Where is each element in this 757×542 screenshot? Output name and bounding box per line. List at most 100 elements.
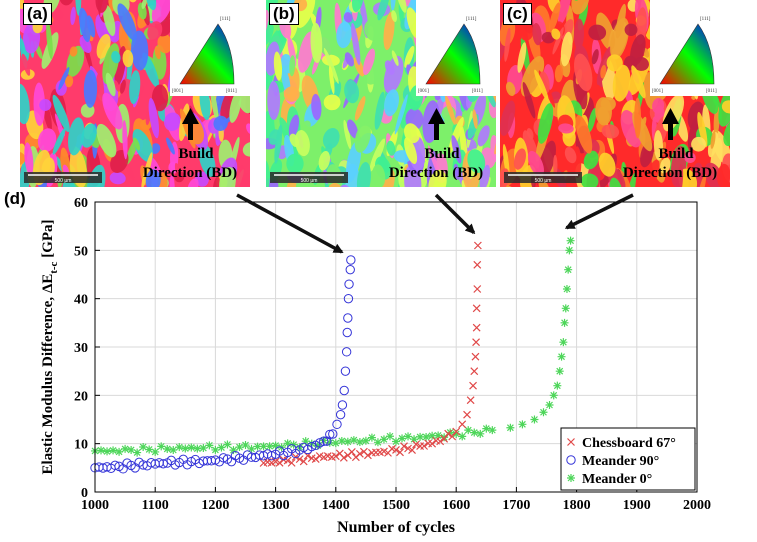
- grain: [538, 175, 552, 187]
- grain: [20, 46, 23, 65]
- ipf-label-011: [011]: [226, 89, 237, 94]
- grain: [111, 50, 121, 64]
- build-arrow-shaft: [188, 122, 193, 140]
- grain: [390, 0, 396, 11]
- grain: [122, 119, 128, 160]
- grain: [380, 169, 395, 187]
- panel-label-d: (d): [4, 189, 26, 208]
- grain: [21, 53, 31, 76]
- data-point: [139, 442, 148, 451]
- grain: [46, 21, 53, 60]
- grain: [477, 125, 490, 147]
- data-point: [341, 347, 352, 357]
- data-point: [566, 455, 576, 465]
- grain: [609, 177, 623, 187]
- grain: [351, 22, 361, 66]
- data-point: [340, 366, 351, 376]
- grain: [697, 174, 707, 187]
- data-point: [115, 447, 124, 456]
- build-direction-arrow-icon: [428, 108, 445, 124]
- grain: [56, 156, 63, 172]
- grain: [354, 122, 371, 153]
- grain: [169, 175, 175, 187]
- ipf-triangle: [425, 23, 481, 85]
- data-point: [473, 285, 482, 293]
- grain: [653, 130, 664, 161]
- data-point: [561, 304, 570, 313]
- grain: [151, 0, 174, 25]
- grain: [242, 141, 250, 157]
- y-tick-label: 60: [74, 196, 88, 211]
- grain: [283, 86, 300, 102]
- grain: [332, 46, 339, 58]
- annotation-arrow: [236, 193, 344, 254]
- grain: [451, 135, 462, 164]
- grain: [102, 92, 123, 130]
- grain: [234, 165, 246, 187]
- grain: [587, 108, 597, 133]
- data-point: [291, 453, 300, 461]
- data-point: [163, 444, 172, 453]
- grain: [479, 164, 491, 187]
- data-point: [470, 367, 479, 376]
- data-point: [339, 453, 348, 462]
- grain: [83, 69, 98, 108]
- data-point: [271, 441, 280, 450]
- data-point: [319, 436, 329, 446]
- annotation-arrow: [564, 193, 634, 230]
- grain: [364, 19, 382, 41]
- grain: [691, 136, 706, 152]
- data-point: [452, 430, 461, 438]
- data-point: [567, 438, 575, 446]
- grain: [266, 0, 279, 24]
- grain: [102, 3, 116, 36]
- data-point: [463, 410, 471, 419]
- x-tick-label: 1300: [262, 498, 290, 513]
- grain: [318, 150, 331, 171]
- data-point: [169, 445, 178, 454]
- ipf-label-111: [111]: [220, 17, 231, 22]
- data-point: [562, 285, 571, 293]
- y-tick-label: 0: [81, 486, 88, 501]
- panel-label-a: (a): [23, 3, 52, 25]
- x-tick-label: 1800: [563, 498, 591, 513]
- grain: [311, 93, 322, 121]
- data-point: [404, 444, 412, 453]
- grain: [129, 70, 141, 105]
- grain: [39, 98, 52, 111]
- data-point: [157, 442, 166, 451]
- grain: [551, 28, 561, 40]
- grain: [552, 27, 564, 55]
- ebsd-map-c: [111] [001] [011] Build Direction (BD) 500 μm: [500, 0, 730, 187]
- grain: [384, 89, 399, 117]
- data-point: [392, 437, 400, 446]
- ipf-label-001: [001]: [172, 89, 183, 94]
- grain: [363, 48, 376, 76]
- grain: [517, 42, 527, 73]
- data-point: [355, 438, 364, 447]
- data-point: [253, 442, 262, 451]
- data-point: [436, 437, 445, 446]
- grain: [62, 179, 78, 187]
- grain: [428, 169, 447, 187]
- grain: [20, 143, 26, 175]
- data-point: [311, 455, 320, 463]
- grain: [212, 176, 221, 187]
- data-point: [398, 434, 407, 443]
- scale-bar-box: [270, 172, 348, 183]
- x-tick-label: 1500: [382, 498, 410, 513]
- data-point: [199, 444, 208, 453]
- grain: [461, 179, 468, 187]
- ebsd-panel-c: [111] [001] [011] Build Direction (BD) 500 μm…: [500, 0, 730, 187]
- grain: [386, 140, 396, 156]
- grain: [660, 157, 671, 174]
- grain: [131, 30, 149, 71]
- data-point: [408, 446, 416, 455]
- grain: [522, 81, 536, 119]
- grain: [78, 7, 91, 43]
- grain: [723, 118, 730, 147]
- build-direction-arrow-icon: [662, 108, 679, 124]
- grain: [69, 46, 78, 57]
- grain: [174, 171, 185, 183]
